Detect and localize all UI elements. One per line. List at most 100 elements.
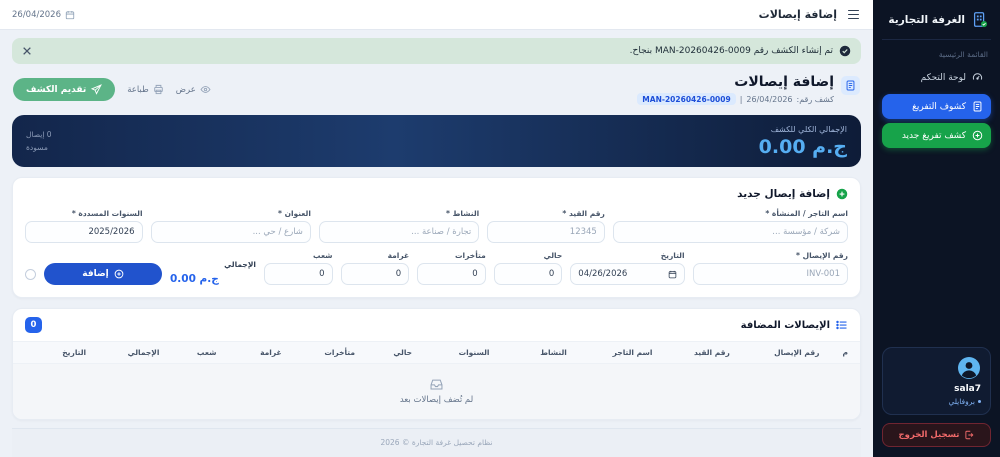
field-activity: النشاط * [318, 209, 480, 243]
field-label: اسم التاجر / المنشأة * [765, 209, 848, 218]
column-header: غرامة [260, 348, 282, 357]
form-row-1: اسم التاجر / المنشأة * رقم القيد * النشا… [25, 209, 848, 243]
sidebar: الغرفة التجارية القائمة الرئيسية لوحة ال… [873, 0, 1000, 457]
date-value: 04/26/2026 [578, 269, 628, 279]
field-registry-number: رقم القيد * [487, 209, 605, 243]
logout-button[interactable]: تسجيل الخروج [882, 423, 991, 447]
calendar-icon [668, 270, 677, 279]
field-label: حالي [543, 251, 563, 260]
hamburger-menu-icon[interactable] [846, 8, 861, 22]
user-name: sala7 [954, 384, 981, 394]
sidebar-item-statements[interactable]: كشوف التفريغ [882, 94, 991, 119]
field-receipt-number: رقم الإيصال * [692, 251, 848, 285]
row-total: الإجمالي 0.00 ج.م [170, 260, 256, 285]
plus-circle-icon [114, 269, 124, 279]
print-button[interactable]: طباعة [127, 84, 164, 95]
field-label: غرامة [387, 251, 410, 260]
column-header: رقم الإيصال [774, 348, 820, 357]
form-row-2: رقم الإيصال * التاريخ 04/26/2026 [24, 251, 848, 285]
avatar [892, 356, 981, 380]
sidebar-spacer [882, 152, 991, 347]
field-label: السنوات المسددة * [71, 209, 143, 218]
topbar-date-value: 26/04/2026 [12, 9, 61, 20]
brand-title: الغرفة التجارية [888, 14, 965, 26]
submit-statement-button[interactable]: تقديم الكشف [13, 78, 116, 101]
brand: الغرفة التجارية [882, 9, 991, 40]
profile-dot-icon [978, 400, 981, 403]
trader-name-input[interactable] [612, 221, 848, 243]
form-title-row: إضافة إيصال جديد [25, 188, 848, 200]
empty-state: لم تُضف إيصالات بعد [13, 364, 860, 419]
date-input[interactable]: 04/26/2026 [570, 263, 685, 285]
view-button-label: عرض [175, 84, 196, 95]
activity-input[interactable] [318, 221, 480, 243]
ref-date: 26/04/2026 [746, 94, 793, 104]
user-card: sala7 بروفايلي [882, 347, 991, 415]
field-label: النشاط * [446, 209, 480, 218]
eye-icon [200, 84, 211, 95]
empty-state-text: لم تُضف إيصالات بعد [399, 395, 474, 405]
view-button[interactable]: عرض [176, 84, 211, 95]
receipt-number-input[interactable] [692, 263, 848, 285]
column-header: متأخرات [324, 348, 356, 357]
address-input[interactable] [150, 221, 311, 243]
fine-input[interactable] [340, 263, 410, 285]
field-label: رقم القيد * [562, 209, 605, 218]
field-address: العنوان * [150, 209, 311, 243]
footer: نظام تحصيل غرفة التجارة © 2026 [12, 428, 861, 457]
field-date: التاريخ 04/26/2026 [570, 251, 685, 285]
page-title: إضافة إيصالات [734, 74, 834, 90]
sidebar-item-label: لوحة التحكم [920, 72, 966, 83]
field-label: التاريخ [660, 251, 685, 260]
plus-circle-green-icon [836, 188, 848, 200]
submit-button-label: تقديم الكشف [26, 84, 87, 95]
logout-icon [964, 430, 974, 440]
summary-total-value: 0.00 ج.م [758, 135, 847, 158]
summary-bar: الإجمالي الكلي للكشف 0.00 ج.م 0 إيصال مس… [12, 115, 861, 167]
column-header: اسم التاجر [612, 348, 653, 357]
topbar-title: إضافة إيصالات [758, 8, 837, 21]
add-receipt-button[interactable]: إضافة [43, 263, 162, 285]
paid-years-input[interactable] [25, 221, 143, 243]
check-circle-icon [839, 45, 851, 57]
sidebar-item-label: كشوف التفريغ [912, 101, 966, 112]
ref-label: كشف رقم: [796, 94, 834, 104]
field-arrears: متأخرات [417, 251, 486, 285]
statement-code-badge: MAN-20260426-0009 [637, 93, 736, 105]
add-button-label: إضافة [82, 269, 109, 279]
field-label: العنوان * [278, 209, 311, 218]
plus-circle-icon [972, 130, 983, 141]
page-actions: عرض طباعة تقديم الكشف [13, 78, 211, 101]
registry-number-input[interactable] [487, 221, 605, 243]
send-icon [91, 84, 103, 95]
receipt-doc-icon [841, 76, 860, 95]
main-area: إضافة إيصالات 26/04/2026 تم إنشاء الكشف … [0, 0, 873, 457]
column-header: م [842, 348, 849, 357]
alert-message: تم إنشاء الكشف رقم MAN-20260426-0009 بنج… [629, 46, 833, 56]
summary-receipt-count: 0 إيصال [26, 129, 52, 139]
column-header: حالي [393, 348, 413, 357]
topbar-date: 26/04/2026 [12, 10, 75, 20]
ref-separator: | [739, 94, 743, 104]
column-header: شعب [196, 348, 217, 357]
logout-label: تسجيل الخروج [898, 430, 960, 440]
arrears-input[interactable] [417, 263, 486, 285]
statements-icon [972, 101, 983, 112]
sidebar-item-dashboard[interactable]: لوحة التحكم [882, 65, 991, 90]
field-label: متأخرات [455, 251, 486, 260]
receipts-header: الإيصالات المضافة 0 [13, 309, 860, 341]
calendar-icon [65, 10, 75, 20]
field-label: رقم الإيصال * [796, 251, 848, 260]
row-total-label: الإجمالي [224, 260, 256, 269]
menu-section-label: القائمة الرئيسية [938, 50, 988, 59]
profile-link[interactable]: بروفايلي [892, 397, 981, 406]
printer-icon [153, 84, 164, 95]
sidebar-item-new-statement[interactable]: كشف تفريغ جديد [882, 123, 991, 148]
branches-input[interactable] [263, 263, 333, 285]
close-icon[interactable] [22, 46, 32, 56]
current-input[interactable] [493, 263, 563, 285]
inbox-icon [428, 376, 445, 391]
column-header: السنوات [458, 348, 490, 357]
field-label: شعب [313, 251, 333, 260]
success-alert: تم إنشاء الكشف رقم MAN-20260426-0009 بنج… [12, 38, 861, 64]
